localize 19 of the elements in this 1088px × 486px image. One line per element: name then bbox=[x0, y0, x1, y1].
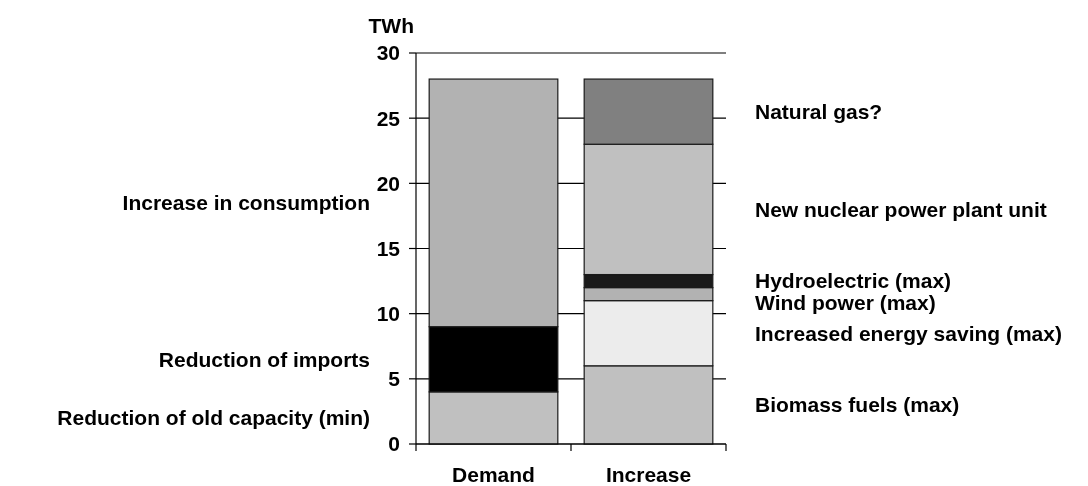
y-axis-title: TWh bbox=[368, 14, 414, 37]
text: Increased energy saving (max) bbox=[755, 321, 1062, 345]
text: Biomass fuels (max) bbox=[755, 393, 960, 417]
y-tick-label: 25 bbox=[376, 106, 401, 130]
text: Hydroelectric (max) bbox=[755, 269, 952, 293]
text: Increase in consumption bbox=[122, 191, 370, 215]
x-tick-label: Increase bbox=[605, 463, 692, 486]
y-tick-label: 5 bbox=[388, 367, 401, 391]
y-tick-label: 10 bbox=[376, 302, 400, 326]
x-tick-label: Demand bbox=[452, 463, 535, 486]
y-tick-label: 15 bbox=[376, 236, 401, 260]
text: Natural gas? bbox=[755, 100, 883, 123]
text: Reduction of old capacity (min) bbox=[57, 406, 370, 430]
text: New nuclear power plant unit bbox=[755, 197, 1047, 221]
y-tick-label: 20 bbox=[376, 171, 400, 195]
text: Wind power (max) bbox=[755, 291, 936, 315]
text: Reduction of imports bbox=[158, 347, 370, 371]
y-tick-label: 30 bbox=[376, 41, 400, 65]
y-tick-label: 0 bbox=[388, 432, 400, 456]
